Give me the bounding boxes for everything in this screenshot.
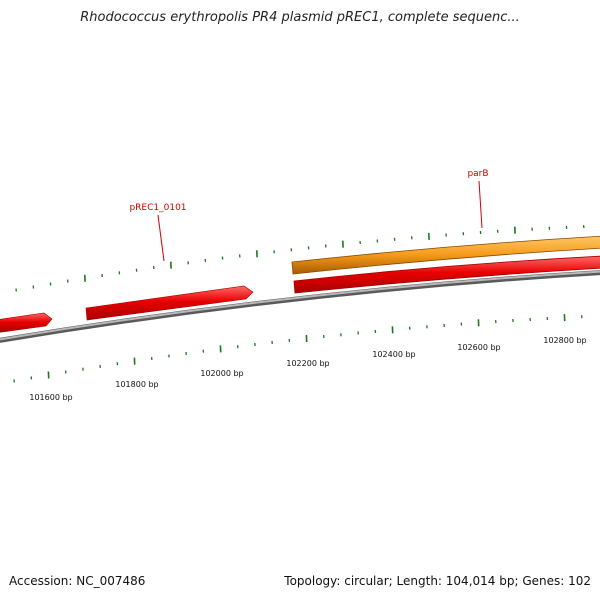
tick-label-102400: 102400 bp [372, 350, 415, 359]
sequence-summary: Topology: circular; Length: 104,014 bp; … [284, 574, 591, 588]
leader-line-prec1-0101 [157, 214, 165, 262]
tick-label-101800: 101800 bp [115, 380, 158, 389]
tick-label-101600: 101600 bp [29, 393, 72, 402]
map-title: Rhodococcus erythropolis PR4 plasmid pRE… [80, 10, 520, 25]
plasmid-backbone-highlight [0, 270, 600, 341]
gene-feature-prec1-0101[interactable] [85, 285, 254, 321]
gene-feature-left-partial[interactable] [0, 312, 53, 333]
gene-feature-parb[interactable] [291, 235, 600, 275]
leader-line-parb [478, 180, 483, 229]
lower-tick-row [13, 314, 583, 383]
tick-label-102600: 102600 bp [457, 343, 500, 352]
plasmid-backbone [0, 270, 600, 343]
gene-label-parb[interactable]: parB [467, 169, 488, 179]
accession-label: Accession: NC_007486 [9, 574, 146, 588]
tick-label-102000: 102000 bp [200, 369, 243, 378]
gene-feature-right[interactable] [293, 255, 600, 294]
upper-tick-row [15, 225, 585, 292]
gene-label-prec1-0101[interactable]: pREC1_0101 [129, 203, 186, 213]
tick-label-102200: 102200 bp [286, 359, 329, 368]
tick-label-102800: 102800 bp [543, 336, 586, 345]
